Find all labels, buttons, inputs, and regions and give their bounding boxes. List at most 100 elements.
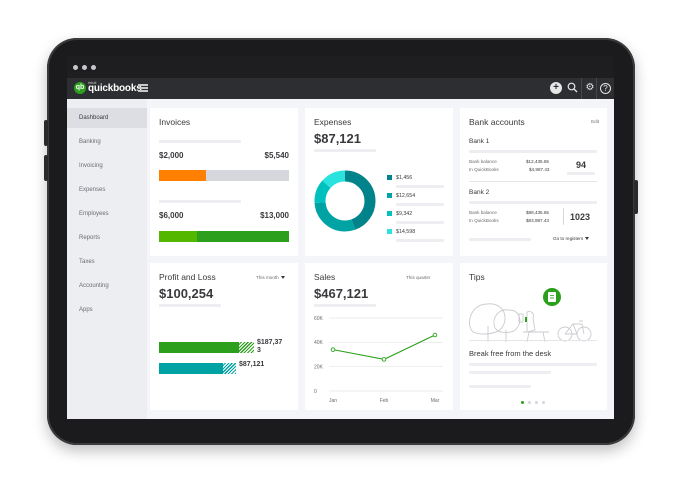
bank-accounts-title: Bank accounts xyxy=(469,117,525,127)
placeholder-line xyxy=(469,363,597,366)
sales-y-tick-label: 40K xyxy=(314,340,324,346)
tips-pager-dot[interactable] xyxy=(528,401,531,404)
window-dot-minimize[interactable] xyxy=(82,65,87,70)
help-icon[interactable]: ? xyxy=(600,83,611,94)
sales-line-chart[interactable]: 0 20K 40K 60K Jan Feb Mar xyxy=(305,263,453,410)
sales-y-tick-label: 20K xyxy=(314,364,324,370)
legend-swatch xyxy=(387,211,392,216)
divider xyxy=(563,208,564,225)
tablet-power-button xyxy=(634,180,638,214)
placeholder-line xyxy=(396,185,444,188)
pnl-expense-bar[interactable] xyxy=(159,363,223,374)
gear-icon[interactable]: ⚙ xyxy=(585,82,595,93)
sidebar-item-accounting[interactable]: Accounting xyxy=(79,283,109,289)
bank-2-balance: $88,435.65 xyxy=(526,210,549,215)
legend-swatch xyxy=(387,193,392,198)
bank-1-balance: $12,435.65 xyxy=(526,159,549,164)
invoices-progress-bar[interactable] xyxy=(159,170,289,181)
pnl-income-amount: $187,37 3 xyxy=(257,339,283,354)
sidebar-item-expenses[interactable]: Expenses xyxy=(79,187,106,193)
placeholder-line xyxy=(159,304,221,307)
bank-accounts-card[interactable]: Bank accounts Edit Bank 1 Bank balance I… xyxy=(460,108,607,256)
pnl-income-pending-bar[interactable] xyxy=(239,342,254,353)
legend-label: $14,598 xyxy=(396,229,416,235)
invoices-progress-fill xyxy=(159,170,206,181)
logo-intuit: intuit xyxy=(88,80,97,85)
divider xyxy=(469,181,597,182)
app-screen: qb intuit quickbooks + ⚙ ? Dashboard Ban… xyxy=(67,56,614,419)
bank-2-qb-balance: $83,987.43 xyxy=(526,218,549,223)
legend-label: $1,456 xyxy=(396,175,413,181)
placeholder-line xyxy=(314,149,376,152)
legend-label: $9,342 xyxy=(396,211,413,217)
placeholder-line xyxy=(469,238,531,241)
bank-1-name[interactable]: Bank 1 xyxy=(469,138,490,145)
invoices-paid-amount: $6,000 xyxy=(159,211,184,220)
sales-period-label[interactable]: This quarter xyxy=(406,275,431,280)
tips-headline[interactable]: Break free from the desk xyxy=(469,349,552,358)
chevron-down-icon xyxy=(280,276,285,280)
invoices-paid-bar[interactable] xyxy=(159,231,289,242)
app-header: qb intuit quickbooks + ⚙ ? xyxy=(67,78,614,99)
legend-label: $12,654 xyxy=(396,193,416,199)
pnl-income-bar[interactable] xyxy=(159,342,239,353)
go-to-registers-label: Go to registers xyxy=(553,236,584,241)
legend-swatch xyxy=(387,175,392,180)
bank-1-pending-count[interactable]: 94 xyxy=(576,160,587,170)
expenses-donut-chart[interactable] xyxy=(312,168,378,234)
placeholder-line xyxy=(469,371,551,374)
tips-title: Tips xyxy=(469,272,485,282)
invoices-title: Invoices xyxy=(159,117,191,127)
pnl-expense-pending-bar[interactable] xyxy=(223,363,236,374)
sidebar-item-taxes[interactable]: Taxes xyxy=(79,259,95,265)
sidebar-item-reports[interactable]: Reports xyxy=(79,235,101,241)
placeholder-line xyxy=(396,221,444,224)
go-to-registers-link[interactable]: Go to registers xyxy=(553,236,590,241)
placeholder-line xyxy=(396,203,444,206)
bank-edit-link[interactable]: Edit xyxy=(591,119,599,124)
sales-card[interactable]: Sales This quarter $467,121 0 20K 40K 60K Ja… xyxy=(305,263,453,410)
sales-y-tick-label: 60K xyxy=(314,316,324,322)
sales-x-tick-label: Jan xyxy=(329,398,337,404)
sales-total: $467,121 xyxy=(314,286,369,301)
sales-y-tick-label: 0 xyxy=(314,389,317,395)
sales-data-point xyxy=(432,332,438,338)
placeholder-line xyxy=(159,140,241,143)
placeholder-line xyxy=(567,172,595,175)
sales-title: Sales xyxy=(314,272,336,282)
sidebar-item-invoicing[interactable]: Invoicing xyxy=(79,163,103,169)
plus-icon[interactable]: + xyxy=(550,82,562,94)
pnl-period-dropdown[interactable]: This month xyxy=(256,275,285,280)
sidebar-item-dashboard[interactable]: Dashboard xyxy=(67,108,147,128)
window-titlebar xyxy=(67,56,614,78)
window-dot-close[interactable] xyxy=(73,65,78,70)
sidebar-item-banking[interactable]: Banking xyxy=(79,139,101,145)
tablet-volume-button xyxy=(44,155,48,181)
window-dot-maximize[interactable] xyxy=(91,65,96,70)
placeholder-line xyxy=(396,239,444,242)
expenses-card[interactable]: Expenses $87,121 $1,456 $12,654 $9,342 $… xyxy=(305,108,453,256)
search-icon[interactable] xyxy=(566,82,578,94)
sales-data-point xyxy=(381,357,387,362)
menu-icon[interactable] xyxy=(138,84,148,92)
tips-pager-dot[interactable] xyxy=(521,401,524,404)
profit-and-loss-card[interactable]: Profit and Loss This month $100,254 $187… xyxy=(150,263,298,410)
tips-pager-dot[interactable] xyxy=(542,401,545,404)
sidebar: Dashboard Banking Invoicing Expenses Emp… xyxy=(67,99,147,419)
invoices-card[interactable]: Invoices $2,000 $5,540 $6,000 $13,000 xyxy=(150,108,298,256)
placeholder-line xyxy=(314,304,376,307)
tips-card[interactable]: Tips Break free from the xyxy=(460,263,607,410)
tips-pager-dot[interactable] xyxy=(535,401,538,404)
sales-x-tick-label: Mar xyxy=(431,398,440,404)
chevron-down-icon xyxy=(585,237,590,241)
placeholder-line xyxy=(469,385,531,388)
sidebar-item-apps[interactable]: Apps xyxy=(79,307,93,313)
quickbooks-logo-icon[interactable]: qb xyxy=(74,82,86,94)
bank-2-name[interactable]: Bank 2 xyxy=(469,189,490,196)
header-divider xyxy=(596,78,597,99)
sales-series-line xyxy=(332,334,436,360)
sidebar-item-employees[interactable]: Employees xyxy=(79,211,109,217)
logo-quickbooks[interactable]: quickbooks xyxy=(88,83,142,94)
bank-2-pending-count[interactable]: 1023 xyxy=(570,212,591,222)
divider xyxy=(469,340,597,341)
